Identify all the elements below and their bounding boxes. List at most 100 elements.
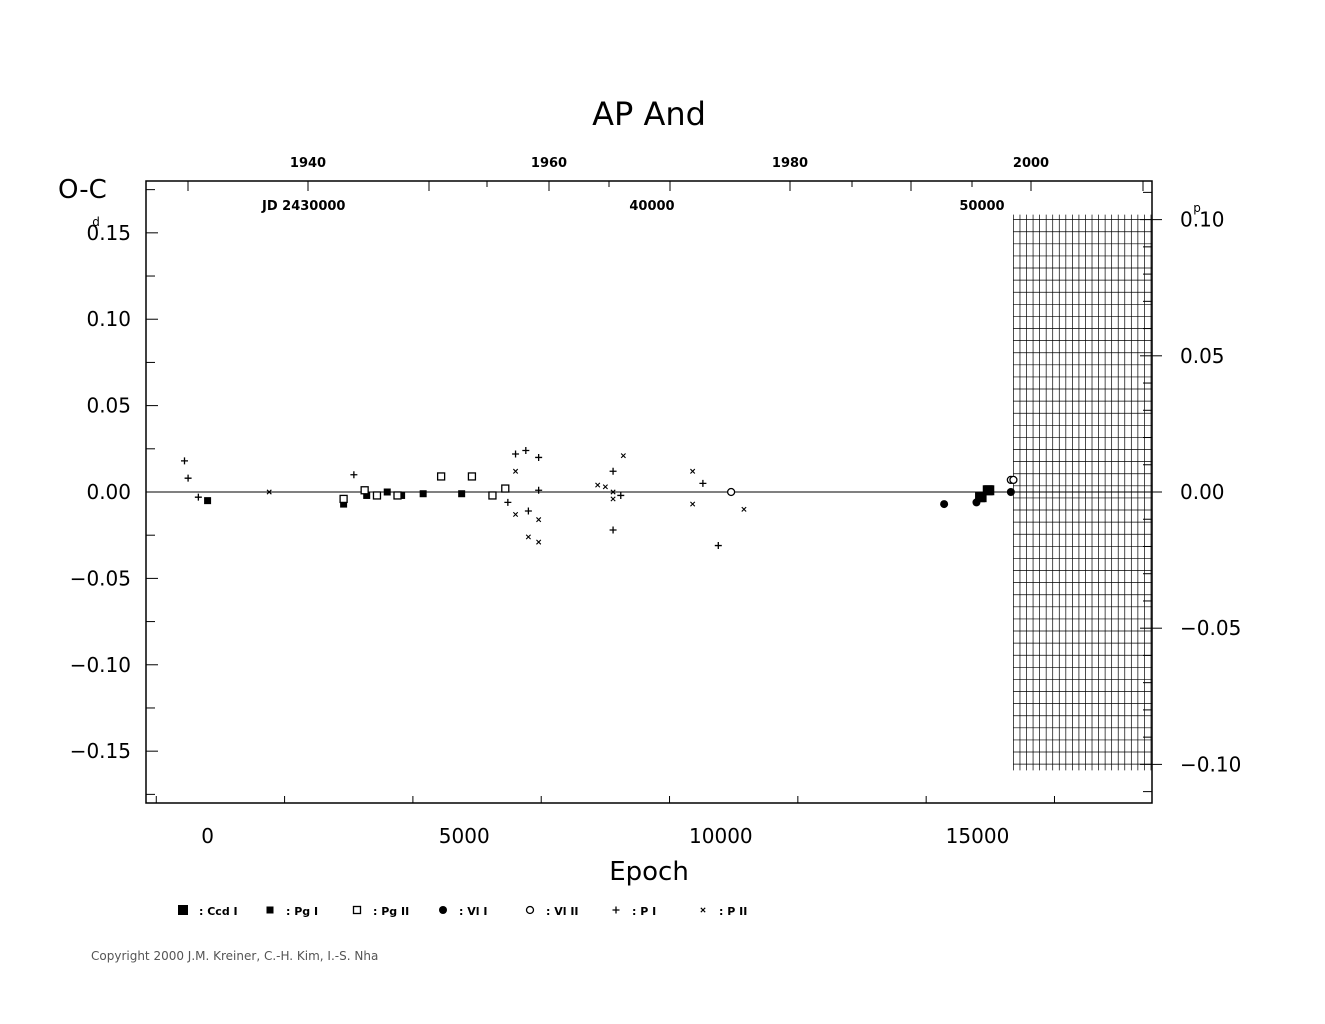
top-year-label: 2000	[1013, 156, 1049, 171]
legend-item: : Pg II	[352, 905, 409, 918]
x-tick-label: 10000	[689, 824, 753, 848]
data-point	[419, 490, 427, 498]
data-point	[612, 906, 620, 914]
data-point	[595, 482, 601, 488]
y-tick-label: 0.00	[86, 480, 131, 504]
legend-item: : P I	[612, 905, 656, 918]
top-year-label: 1960	[531, 156, 567, 171]
x-tick-label: 15000	[946, 824, 1010, 848]
right-tick-label: −0.10	[1180, 752, 1241, 776]
legend-label: : Pg II	[373, 905, 409, 918]
legend-label: : Vl I	[459, 905, 487, 918]
data-point	[690, 501, 696, 507]
data-point	[360, 486, 369, 495]
data-point	[180, 457, 188, 465]
data-point	[363, 491, 371, 499]
data-point	[339, 494, 348, 504]
data-point	[194, 493, 202, 501]
y-tick-label: −0.10	[70, 653, 131, 677]
legend-item: : Vl II	[525, 905, 579, 918]
data-point	[383, 488, 391, 496]
data-point	[439, 906, 447, 914]
top-jd-label: 40000	[629, 199, 674, 214]
data-point	[972, 498, 981, 507]
data-point	[372, 491, 382, 500]
data-point	[512, 468, 519, 474]
y-tick-label: 0.05	[86, 394, 131, 418]
data-point	[501, 484, 510, 493]
data-point	[436, 472, 446, 481]
legend-label: : Pg I	[286, 905, 318, 918]
x-axis-title: Epoch	[609, 857, 689, 887]
x-tick-label: 0	[201, 824, 214, 848]
right-tick-label: −0.05	[1180, 616, 1241, 640]
right-tick-label: 0.10	[1180, 208, 1225, 232]
data-point	[610, 496, 616, 502]
data-point	[340, 500, 348, 508]
data-point	[726, 487, 736, 497]
data-point	[350, 471, 358, 479]
y-axis-title: O-C	[58, 175, 107, 205]
data-point	[700, 907, 706, 913]
legend-label: : P II	[719, 905, 747, 918]
data-point	[699, 479, 707, 487]
top-jd-label: JD 2430000	[261, 199, 345, 214]
series-6	[266, 453, 747, 545]
data-point	[266, 906, 274, 914]
top-jd-label: 50000	[959, 199, 1004, 214]
legend-label: : Vl II	[546, 905, 579, 918]
data-point	[536, 539, 542, 545]
right-axis-unit: p	[1193, 201, 1201, 215]
series-2	[339, 472, 510, 504]
data-point	[1006, 488, 1015, 496]
copyright-note: Copyright 2000 J.M. Kreiner, C.-H. Kim, …	[91, 949, 379, 963]
legend-item: : Ccd I	[178, 905, 238, 918]
data-point	[525, 534, 531, 540]
series-5	[180, 447, 722, 550]
data-point	[512, 450, 520, 458]
data-point	[393, 491, 402, 500]
data-point	[178, 905, 188, 915]
data-point	[524, 507, 532, 515]
y-tick-label: 0.15	[86, 221, 131, 245]
data-point	[620, 453, 626, 459]
data-point	[184, 474, 192, 482]
data-point	[535, 453, 543, 461]
x-tick-label: 5000	[439, 824, 490, 848]
data-point	[984, 485, 995, 496]
chart-title: AP And	[592, 95, 706, 133]
series-3	[940, 488, 1015, 509]
legend-label: : P I	[632, 905, 656, 918]
data-point	[1009, 475, 1018, 485]
series-0	[975, 485, 995, 503]
data-point	[976, 492, 987, 503]
legend-item: : P II	[700, 905, 747, 918]
data-point	[535, 486, 543, 494]
data-point	[610, 489, 616, 495]
data-point	[714, 542, 722, 550]
data-point	[617, 491, 625, 499]
data-point	[525, 905, 535, 915]
data-point	[609, 526, 617, 534]
right-tick-label: 0.00	[1180, 480, 1225, 504]
data-point	[512, 511, 519, 518]
y-tick-label: 0.10	[86, 307, 131, 331]
data-point	[266, 489, 272, 495]
data-point	[467, 472, 477, 481]
data-point	[602, 484, 608, 490]
data-point	[504, 498, 512, 506]
legend-item: : Vl I	[439, 905, 487, 918]
y-tick-label: −0.15	[70, 739, 131, 763]
data-point	[940, 500, 949, 509]
legend-label: : Ccd I	[199, 905, 238, 918]
data-point	[690, 468, 696, 474]
data-point	[536, 517, 542, 523]
top-year-label: 1940	[290, 156, 326, 171]
data-point	[609, 467, 617, 475]
data-point	[741, 506, 747, 512]
y-tick-label: −0.05	[70, 566, 131, 590]
data-point	[488, 491, 497, 500]
series-1	[204, 488, 466, 508]
